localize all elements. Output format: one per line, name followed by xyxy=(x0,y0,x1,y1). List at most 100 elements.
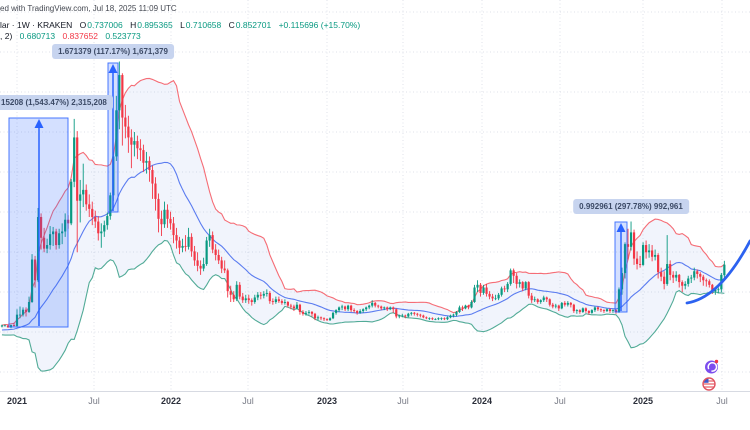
candle-body xyxy=(455,311,458,315)
time-axis-label[interactable]: Jul xyxy=(88,396,100,406)
candle-body xyxy=(313,313,317,319)
candle-body xyxy=(431,318,434,320)
candle-body xyxy=(36,217,40,281)
candle-body xyxy=(401,315,404,317)
candle-body xyxy=(602,310,606,312)
candle-body xyxy=(94,217,97,222)
time-axis-label[interactable]: Jul xyxy=(554,396,566,406)
candle-body xyxy=(711,284,714,292)
candle-body xyxy=(605,309,609,312)
candle-body xyxy=(371,302,374,306)
candle-body xyxy=(0,325,4,327)
candle-body xyxy=(599,309,603,311)
candle-body xyxy=(473,287,476,302)
candle-body xyxy=(512,270,515,276)
candle-body xyxy=(24,309,28,312)
candle-body xyxy=(244,298,247,301)
candle-body xyxy=(139,148,142,151)
candle-body xyxy=(3,325,7,327)
candle-body xyxy=(193,251,196,261)
time-axis-label[interactable]: 2023 xyxy=(316,396,338,406)
candle-body xyxy=(220,260,223,269)
candle-body xyxy=(380,306,383,309)
time-axis-label[interactable]: 2022 xyxy=(160,396,182,406)
candle-body xyxy=(584,308,587,312)
candle-body xyxy=(383,307,386,309)
candle-body xyxy=(560,302,563,309)
candle-body xyxy=(669,264,672,275)
candle-body xyxy=(187,236,190,247)
crypto-logo-icon xyxy=(705,359,719,374)
candle-body xyxy=(350,305,353,311)
candle-body xyxy=(389,307,392,310)
candle-body xyxy=(328,318,332,321)
time-axis-label[interactable]: Jul xyxy=(397,396,409,406)
candle-body xyxy=(527,282,530,296)
candle-body xyxy=(217,254,220,261)
candle-body xyxy=(21,309,25,315)
candle-body xyxy=(356,311,359,313)
candle-body xyxy=(464,305,467,309)
chart-pane[interactable] xyxy=(0,0,750,392)
candle-body xyxy=(452,314,455,316)
candle-body xyxy=(530,295,533,301)
candle-body xyxy=(572,304,575,312)
candle-body xyxy=(274,299,277,302)
usd-flag-icon xyxy=(702,377,716,391)
projection-curve[interactable] xyxy=(685,239,750,305)
range-arrow-head xyxy=(616,223,626,232)
candle-body xyxy=(148,160,151,170)
candle-body xyxy=(91,208,94,218)
candle-body xyxy=(277,299,280,302)
candle-body xyxy=(386,307,389,310)
candle-body xyxy=(377,305,380,307)
price-range-label[interactable]: 0.992961 (297.78%) 992,961 xyxy=(573,199,689,214)
candle-body xyxy=(127,126,130,138)
candle-body xyxy=(325,319,329,321)
candle-body xyxy=(292,306,296,309)
candle-body xyxy=(536,299,539,302)
ohlc-l-label: L xyxy=(180,20,185,30)
range-arrow-head xyxy=(108,64,118,73)
price-range-label[interactable]: 1.671379 (117.17%) 1,671,379 xyxy=(52,44,174,59)
price-range-label[interactable]: 15208 (1,543.47%) 2,315,208 xyxy=(0,95,113,110)
bb-basis-value: 0.680713 xyxy=(19,31,56,41)
candle-body xyxy=(521,282,524,289)
candle-body xyxy=(205,240,208,265)
candle-body xyxy=(334,310,338,313)
bb-settings-fragment: , 2) xyxy=(0,31,13,41)
candle-body xyxy=(343,306,347,310)
candle-body xyxy=(608,309,612,312)
candle-body xyxy=(133,141,136,145)
candle-body xyxy=(232,294,235,300)
candle-body xyxy=(42,237,46,249)
candle-body xyxy=(39,217,43,238)
candle-body xyxy=(259,294,262,296)
candle-body xyxy=(347,305,350,310)
time-axis-label[interactable]: 2021 xyxy=(6,396,28,406)
time-axis-label[interactable]: 2024 xyxy=(471,396,493,406)
time-axis-label[interactable]: Jul xyxy=(242,396,254,406)
bb-upper-value: 0.837652 xyxy=(62,31,98,41)
candle-body xyxy=(575,310,578,312)
candle-body xyxy=(208,235,211,241)
candle-body xyxy=(470,302,473,308)
candle-body xyxy=(690,277,693,279)
candle-body xyxy=(488,293,491,297)
candle-body xyxy=(500,288,503,295)
candle-body xyxy=(443,318,446,320)
candle-body xyxy=(699,273,702,277)
candle-body xyxy=(199,265,202,269)
candle-body xyxy=(331,312,335,319)
candle-body xyxy=(295,304,299,309)
candle-body xyxy=(509,270,512,284)
time-axis-label[interactable]: 2025 xyxy=(632,396,654,406)
candle-body xyxy=(467,305,470,308)
candle-body xyxy=(178,240,181,248)
bb-lower-value: 0.523773 xyxy=(105,31,141,41)
candle-body xyxy=(641,245,645,265)
candle-body xyxy=(374,302,377,306)
candle-body xyxy=(587,311,590,313)
candle-body xyxy=(693,271,696,278)
candle-body xyxy=(684,283,687,286)
